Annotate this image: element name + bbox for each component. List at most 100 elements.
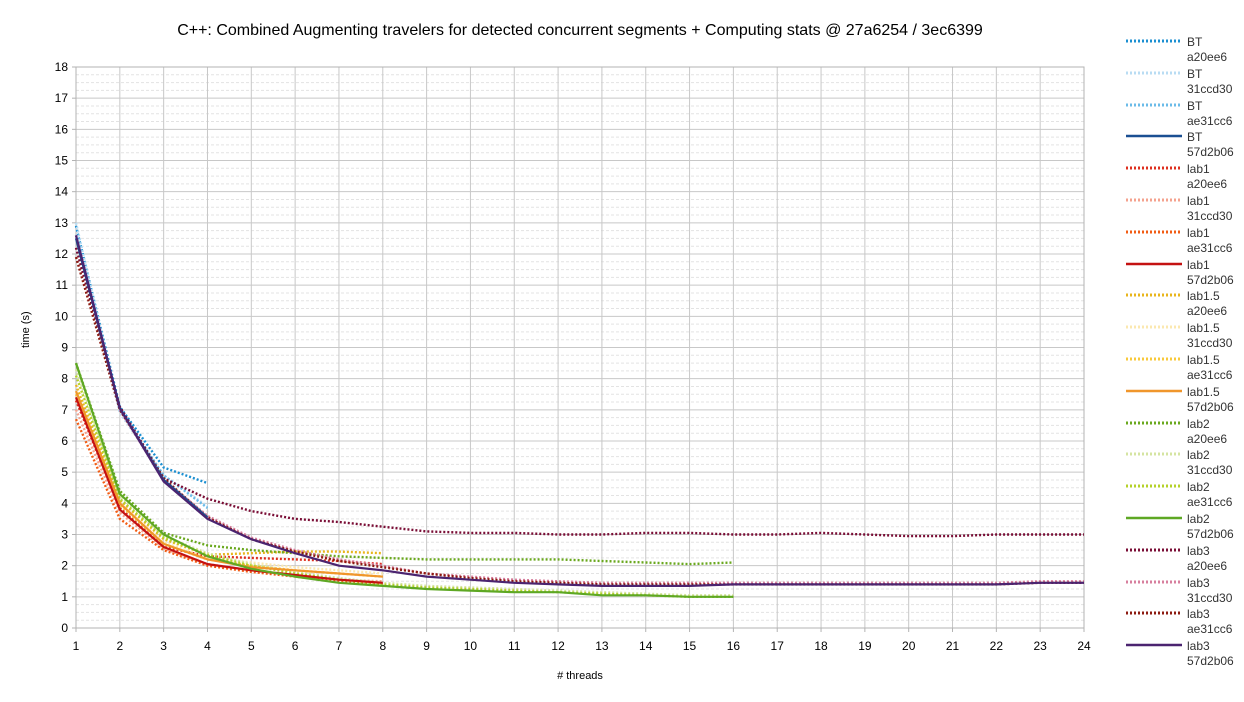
legend-series-name: lab1: [1187, 193, 1210, 208]
series-line-lab1.5-ae31cc6: [74, 393, 383, 578]
legend-label: lab2 31ccd30: [1187, 448, 1232, 478]
y-tick-label: 0: [61, 621, 68, 635]
legend-item: BT 31ccd30: [1126, 67, 1244, 99]
legend-swatch: [1126, 484, 1182, 488]
legend-item: lab1 57d2b06: [1126, 258, 1244, 290]
y-tick-label: 1: [61, 590, 68, 604]
legend-series-name: lab1.5: [1187, 384, 1220, 399]
legend-series-commit: 31ccd30: [1187, 463, 1233, 478]
legend-label: lab1.5 31ccd30: [1187, 321, 1232, 351]
x-tick-label: 2: [116, 639, 123, 653]
legend: BT a20ee6 BT 31ccd30 BT ae31cc6 BT 57d2b06 lab1 a…: [1126, 35, 1244, 671]
legend-label: lab1 a20ee6: [1187, 162, 1227, 192]
legend-series-commit: a20ee6: [1187, 431, 1228, 446]
legend-series-commit: ae31cc6: [1187, 367, 1233, 382]
legend-label: lab2 57d2b06: [1187, 512, 1234, 542]
x-axis: 1 2 3 4 5 6 7 8 9 10 11 12 13 14 15 16 17 18 19 20 21 22 23 24: [73, 67, 1091, 653]
legend-label: lab1 31ccd30: [1187, 194, 1232, 224]
legend-series-name: BT: [1187, 98, 1203, 113]
legend-series-commit: ae31cc6: [1187, 495, 1233, 510]
y-tick-label: 18: [55, 60, 69, 74]
legend-series-name: lab1.5: [1187, 321, 1220, 336]
legend-series-commit: ae31cc6: [1187, 622, 1233, 637]
legend-series-name: lab2: [1187, 448, 1210, 463]
x-tick-label: 10: [464, 639, 478, 653]
series-line-lab2-a20ee6: [74, 362, 734, 566]
x-tick-label: 4: [204, 639, 211, 653]
legend-series-commit: 31ccd30: [1187, 81, 1233, 96]
x-tick-label: 8: [379, 639, 386, 653]
legend-series-commit: a20ee6: [1187, 177, 1228, 192]
legend-series-commit: 57d2b06: [1187, 272, 1234, 287]
y-tick-label: 8: [61, 372, 68, 386]
legend-label: lab3 ae31cc6: [1187, 607, 1232, 637]
legend-label: lab1.5 57d2b06: [1187, 385, 1234, 415]
legend-item: lab3 ae31cc6: [1126, 607, 1244, 639]
x-tick-label: 6: [292, 639, 299, 653]
legend-item: lab1 ae31cc6: [1126, 226, 1244, 258]
series-lines: [74, 222, 1084, 598]
legend-swatch: [1126, 166, 1182, 170]
legend-series-commit: 31ccd30: [1187, 590, 1233, 605]
x-axis-label: # threads: [557, 670, 603, 682]
x-tick-label: 12: [551, 639, 565, 653]
legend-swatch: [1126, 134, 1182, 138]
legend-series-name: lab1.5: [1187, 289, 1220, 304]
legend-series-name: BT: [1187, 130, 1203, 145]
legend-swatch: [1126, 389, 1182, 393]
legend-swatch: [1126, 516, 1182, 520]
y-tick-label: 17: [55, 91, 69, 105]
legend-label: lab1.5 ae31cc6: [1187, 353, 1232, 383]
legend-swatch: [1126, 611, 1182, 615]
legend-swatch: [1126, 293, 1182, 297]
legend-swatch: [1126, 198, 1182, 202]
legend-item: lab1.5 31ccd30: [1126, 321, 1244, 353]
legend-label: lab2 ae31cc6: [1187, 480, 1232, 510]
y-tick-label: 3: [61, 528, 68, 542]
y-tick-label: 14: [55, 185, 69, 199]
legend-series-commit: ae31cc6: [1187, 113, 1233, 128]
legend-series-name: lab3: [1187, 639, 1210, 654]
series-line-lab3-31ccd30: [74, 235, 1084, 584]
x-tick-label: 20: [902, 639, 916, 653]
x-tick-label: 5: [248, 639, 255, 653]
legend-series-commit: a20ee6: [1187, 304, 1228, 319]
legend-item: lab1 a20ee6: [1126, 162, 1244, 194]
legend-label: BT 57d2b06: [1187, 130, 1234, 160]
x-tick-label: 11: [508, 639, 521, 653]
legend-item: BT a20ee6: [1126, 35, 1244, 67]
legend-series-name: lab3: [1187, 607, 1210, 622]
y-tick-label: 12: [55, 247, 69, 261]
y-tick-label: 11: [56, 278, 69, 292]
y-axis-label: time (s): [20, 311, 32, 348]
legend-series-name: lab1.5: [1187, 352, 1220, 367]
x-tick-label: 16: [727, 639, 741, 653]
legend-series-name: lab1: [1187, 162, 1210, 177]
legend-series-name: lab2: [1187, 416, 1210, 431]
y-tick-label: 10: [55, 309, 69, 323]
y-tick-label: 15: [55, 154, 69, 168]
legend-swatch: [1126, 580, 1182, 584]
chart-title: C++: Combined Augmenting travelers for d…: [177, 22, 983, 39]
legend-item: lab2 31ccd30: [1126, 448, 1244, 480]
x-tick-label: 18: [814, 639, 828, 653]
legend-swatch: [1126, 262, 1182, 266]
x-tick-label: 14: [639, 639, 653, 653]
y-tick-label: 5: [61, 465, 68, 479]
series-line-lab2-ae31cc6: [74, 375, 734, 598]
legend-item: lab2 a20ee6: [1126, 417, 1244, 449]
x-tick-label: 9: [423, 639, 430, 653]
legend-item: lab2 ae31cc6: [1126, 480, 1244, 512]
series-line-BT-57d2b06: [74, 238, 209, 519]
legend-series-name: BT: [1187, 66, 1203, 81]
legend-series-commit: 57d2b06: [1187, 145, 1234, 160]
series-line-lab2-57d2b06: [74, 362, 734, 598]
x-tick-label: 13: [595, 639, 609, 653]
legend-series-commit: 31ccd30: [1187, 336, 1233, 351]
series-line-lab1-ae31cc6: [74, 418, 383, 586]
legend-swatch: [1126, 421, 1182, 425]
legend-item: lab2 57d2b06: [1126, 512, 1244, 544]
plot-frame: [75, 66, 1085, 629]
x-tick-label: 22: [990, 639, 1004, 653]
legend-swatch: [1126, 325, 1182, 329]
